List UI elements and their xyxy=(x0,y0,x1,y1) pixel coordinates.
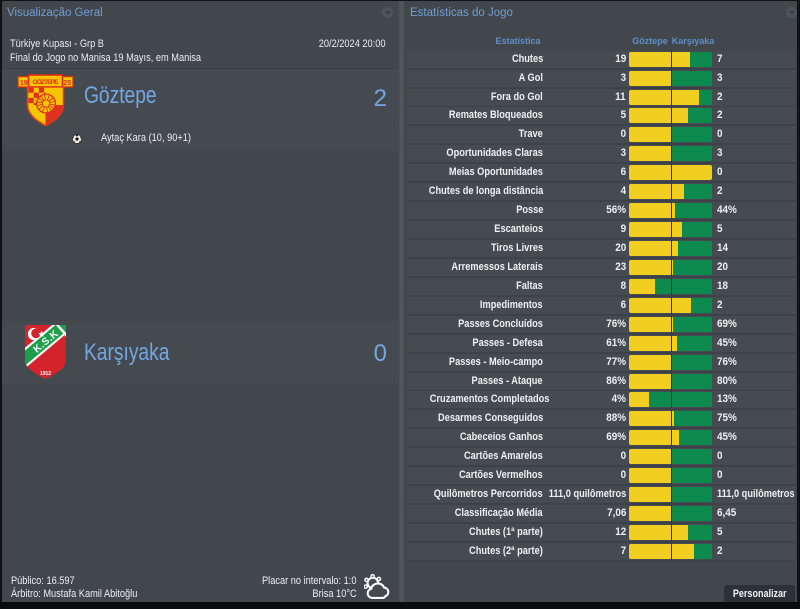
svg-text:19: 19 xyxy=(20,80,28,87)
svg-text:GÖZTEPE: GÖZTEPE xyxy=(33,77,60,86)
svg-text:25: 25 xyxy=(63,80,71,87)
svg-text:1912: 1912 xyxy=(39,371,50,377)
